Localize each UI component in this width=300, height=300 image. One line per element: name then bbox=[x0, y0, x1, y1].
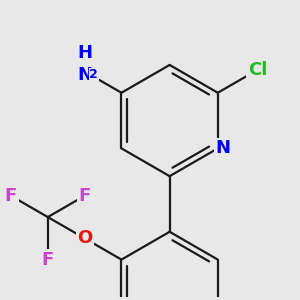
Text: F: F bbox=[42, 250, 54, 268]
Text: 2: 2 bbox=[89, 68, 98, 81]
Text: F: F bbox=[79, 187, 91, 205]
Text: N: N bbox=[215, 140, 230, 158]
Text: F: F bbox=[5, 187, 17, 205]
Text: N: N bbox=[77, 66, 92, 84]
Text: O: O bbox=[77, 229, 92, 247]
Text: H: H bbox=[77, 44, 92, 62]
Text: Cl: Cl bbox=[248, 61, 267, 79]
